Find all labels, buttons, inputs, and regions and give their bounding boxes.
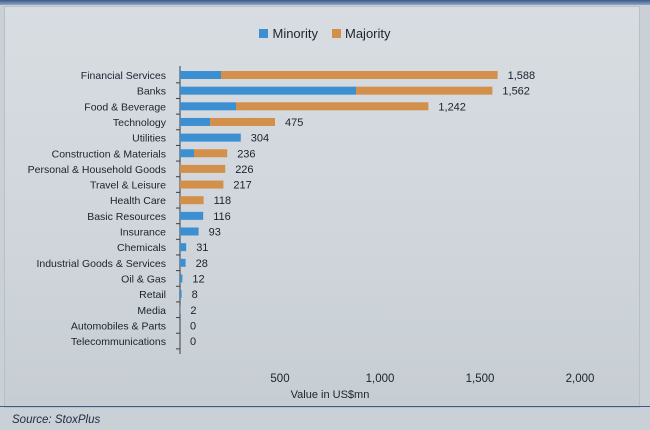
bar-minority bbox=[180, 149, 194, 158]
category-label: Travel & Leisure bbox=[90, 180, 166, 192]
bar-majority bbox=[236, 102, 429, 111]
category-label: Construction & Materials bbox=[52, 148, 166, 160]
header-rule bbox=[0, 0, 650, 5]
category-label: Banks bbox=[137, 86, 166, 98]
bar-minority bbox=[180, 86, 356, 95]
total-label: 217 bbox=[233, 180, 251, 192]
total-label: 475 bbox=[285, 117, 303, 129]
total-label: 1,588 bbox=[508, 70, 536, 82]
total-label: 28 bbox=[196, 258, 208, 270]
total-label: 116 bbox=[213, 211, 231, 223]
total-label: 8 bbox=[192, 289, 198, 301]
total-label: 1,242 bbox=[438, 101, 466, 113]
category-label: Utilities bbox=[132, 133, 166, 145]
category-label: Basic Resources bbox=[87, 211, 166, 223]
total-label: 0 bbox=[190, 336, 196, 348]
bar-majority bbox=[194, 149, 228, 158]
category-label: Insurance bbox=[120, 227, 166, 239]
bar-minority bbox=[180, 243, 187, 252]
bar-majority bbox=[180, 180, 224, 189]
bar-minority bbox=[180, 290, 182, 299]
bar-minority bbox=[180, 211, 204, 220]
legend-label-minority: Minority bbox=[272, 26, 318, 41]
category-label: Food & Beverage bbox=[84, 101, 166, 113]
category-label: Industrial Goods & Services bbox=[36, 258, 166, 270]
category-label: Chemicals bbox=[117, 242, 166, 254]
chart-legend: Minority Majority bbox=[0, 26, 650, 41]
x-tick-label: 1,500 bbox=[466, 373, 495, 385]
category-label: Oil & Gas bbox=[121, 273, 166, 285]
bar-majority bbox=[180, 196, 204, 205]
category-label: Retail bbox=[139, 289, 166, 301]
bar-majority bbox=[356, 86, 493, 95]
bar-minority bbox=[180, 274, 183, 283]
bar-majority bbox=[180, 164, 226, 173]
source-note: Source: StoxPlus bbox=[12, 414, 101, 426]
total-label: 0 bbox=[190, 320, 196, 332]
x-tick-label: 2,000 bbox=[566, 373, 595, 385]
category-label: Media bbox=[137, 305, 166, 317]
x-tick-label: 1,000 bbox=[366, 373, 395, 385]
bar-minority bbox=[180, 117, 210, 126]
bar-majority bbox=[210, 117, 275, 126]
legend-item-majority: Majority bbox=[332, 26, 391, 41]
total-label: 12 bbox=[192, 273, 204, 285]
bar-minority bbox=[180, 71, 221, 79]
total-label: 93 bbox=[209, 227, 221, 239]
bar-minority bbox=[180, 227, 199, 236]
total-label: 118 bbox=[214, 195, 232, 207]
category-label: Automobiles & Parts bbox=[71, 320, 166, 332]
total-label: 226 bbox=[235, 164, 253, 176]
category-label: Technology bbox=[113, 117, 167, 129]
bar-minority bbox=[180, 133, 241, 142]
legend-swatch-minority bbox=[259, 29, 269, 38]
bar-minority bbox=[180, 258, 186, 267]
total-label: 236 bbox=[237, 148, 255, 160]
x-tick-label: 500 bbox=[270, 373, 289, 385]
legend-item-minority: Minority bbox=[259, 26, 318, 41]
category-label: Financial Services bbox=[81, 70, 166, 82]
bar-minority bbox=[180, 102, 236, 111]
legend-swatch-majority bbox=[332, 29, 341, 38]
legend-label-majority: Majority bbox=[345, 26, 391, 41]
category-label: Personal & Household Goods bbox=[28, 164, 166, 176]
total-label: 2 bbox=[190, 305, 196, 317]
category-label: Telecommunications bbox=[71, 336, 166, 348]
total-label: 304 bbox=[251, 133, 269, 145]
x-axis-label: Value in US$mn bbox=[291, 389, 370, 401]
category-label: Health Care bbox=[110, 195, 166, 207]
total-label: 1,562 bbox=[502, 86, 530, 98]
total-label: 31 bbox=[196, 242, 208, 254]
footer-rule bbox=[0, 406, 650, 407]
bar-majority bbox=[221, 71, 498, 79]
